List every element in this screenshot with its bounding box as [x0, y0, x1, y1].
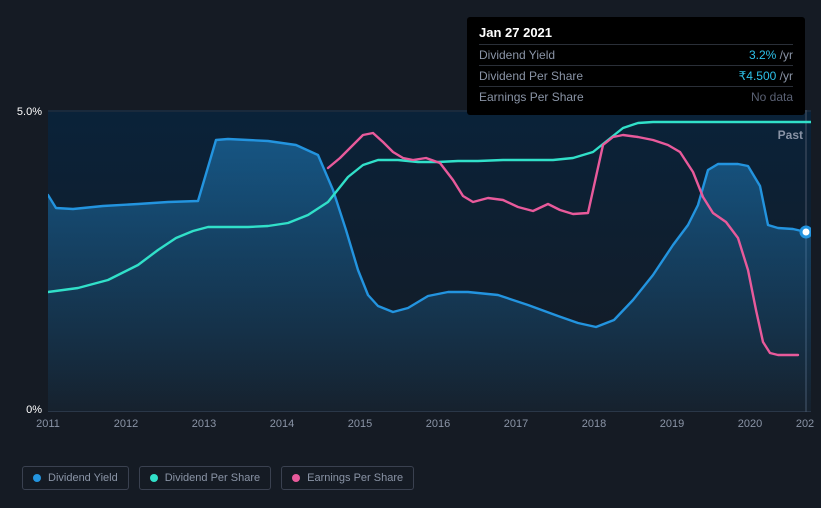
legend-earnings-per-share[interactable]: Earnings Per Share — [281, 466, 414, 490]
tooltip-row-label: Dividend Yield — [479, 48, 555, 62]
xaxis-tick: 2011 — [36, 418, 60, 430]
past-label: Past — [778, 128, 803, 142]
legend-dot-icon — [33, 474, 41, 482]
xaxis-tick: 2020 — [738, 418, 762, 430]
tooltip-row-value: 3.2% /yr — [749, 48, 793, 62]
xaxis-tick: 2012 — [114, 418, 138, 430]
xaxis-tick: 2013 — [192, 418, 216, 430]
xaxis-tick: 2018 — [582, 418, 606, 430]
xaxis-tick: 2016 — [426, 418, 450, 430]
xaxis-tick: 2017 — [504, 418, 528, 430]
legend-dividend-yield[interactable]: Dividend Yield — [22, 466, 129, 490]
xaxis-tick: 2014 — [270, 418, 294, 430]
xaxis: 2011201220132014201520162017201820192020… — [48, 418, 811, 438]
legend-dot-icon — [292, 474, 300, 482]
tooltip-row-value: ₹4.500 /yr — [739, 69, 793, 83]
yaxis-tick-bottom: 0% — [26, 404, 42, 416]
legend-label: Dividend Yield — [48, 472, 118, 484]
tooltip-row-label: Earnings Per Share — [479, 90, 584, 104]
xaxis-tick: 2015 — [348, 418, 372, 430]
chart-plot-area[interactable]: 5.0% 0% — [48, 110, 811, 412]
legend-dot-icon — [150, 474, 158, 482]
tooltip-row-value: No data — [751, 90, 793, 104]
legend-dividend-per-share[interactable]: Dividend Per Share — [139, 466, 271, 490]
tooltip-row-label: Dividend Per Share — [479, 69, 583, 83]
tooltip-date: Jan 27 2021 — [479, 25, 793, 40]
tooltip-row: Dividend Yield 3.2% /yr — [479, 44, 793, 65]
chart-svg — [48, 110, 811, 412]
chart-tooltip: Jan 27 2021 Dividend Yield3.2% /yrDivide… — [467, 17, 805, 115]
legend-label: Dividend Per Share — [165, 472, 260, 484]
tooltip-row: Dividend Per Share ₹4.500 /yr — [479, 65, 793, 86]
xaxis-tick: 202 — [796, 418, 814, 430]
legend: Dividend Yield Dividend Per Share Earnin… — [22, 466, 414, 490]
legend-label: Earnings Per Share — [307, 472, 403, 484]
dividend-chart: Jan 27 2021 Dividend Yield3.2% /yrDivide… — [0, 0, 821, 508]
tooltip-row: Earnings Per Share No data — [479, 86, 793, 107]
yaxis-tick-top: 5.0% — [17, 106, 42, 118]
xaxis-tick: 2019 — [660, 418, 684, 430]
